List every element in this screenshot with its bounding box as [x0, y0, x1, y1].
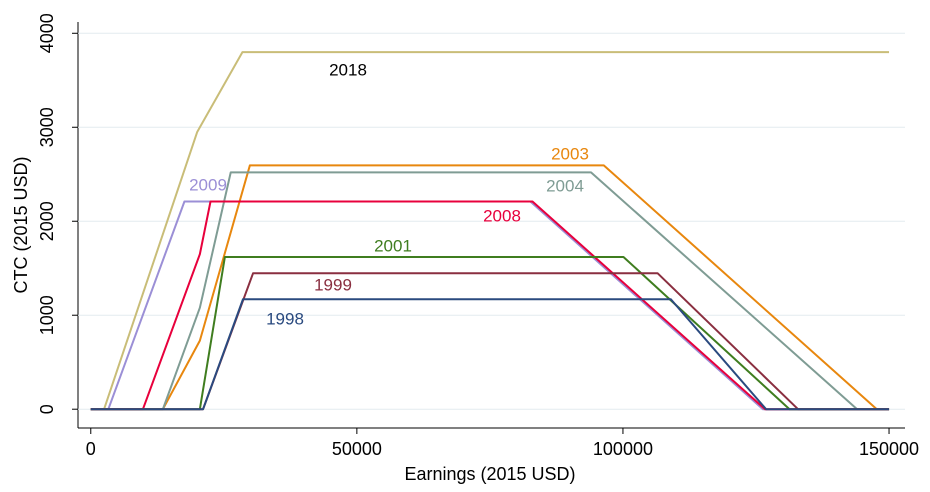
x-axis-title: Earnings (2015 USD) — [404, 464, 575, 484]
series-label: 2008 — [483, 206, 521, 225]
y-tick-label: 1000 — [37, 295, 57, 335]
y-tick-label: 0 — [37, 404, 57, 414]
series-label: 2018 — [329, 60, 367, 79]
series-line — [90, 51, 890, 411]
y-tick-label: 4000 — [37, 13, 57, 53]
series-label: 2004 — [546, 176, 584, 195]
x-tick-label: 100000 — [593, 439, 653, 459]
series-line — [90, 298, 890, 411]
series-label: 1999 — [314, 275, 352, 294]
y-tick-label: 2000 — [37, 201, 57, 241]
series-label: 2009 — [189, 175, 227, 194]
series-label: 2003 — [551, 144, 589, 163]
y-axis-title: CTC (2015 USD) — [11, 156, 31, 293]
x-tick-label: 50000 — [332, 439, 382, 459]
series-label: 1998 — [266, 309, 304, 328]
x-tick-label: 150000 — [859, 439, 919, 459]
y-tick-label: 3000 — [37, 107, 57, 147]
x-tick-label: 0 — [86, 439, 96, 459]
series-label: 2001 — [374, 236, 412, 255]
